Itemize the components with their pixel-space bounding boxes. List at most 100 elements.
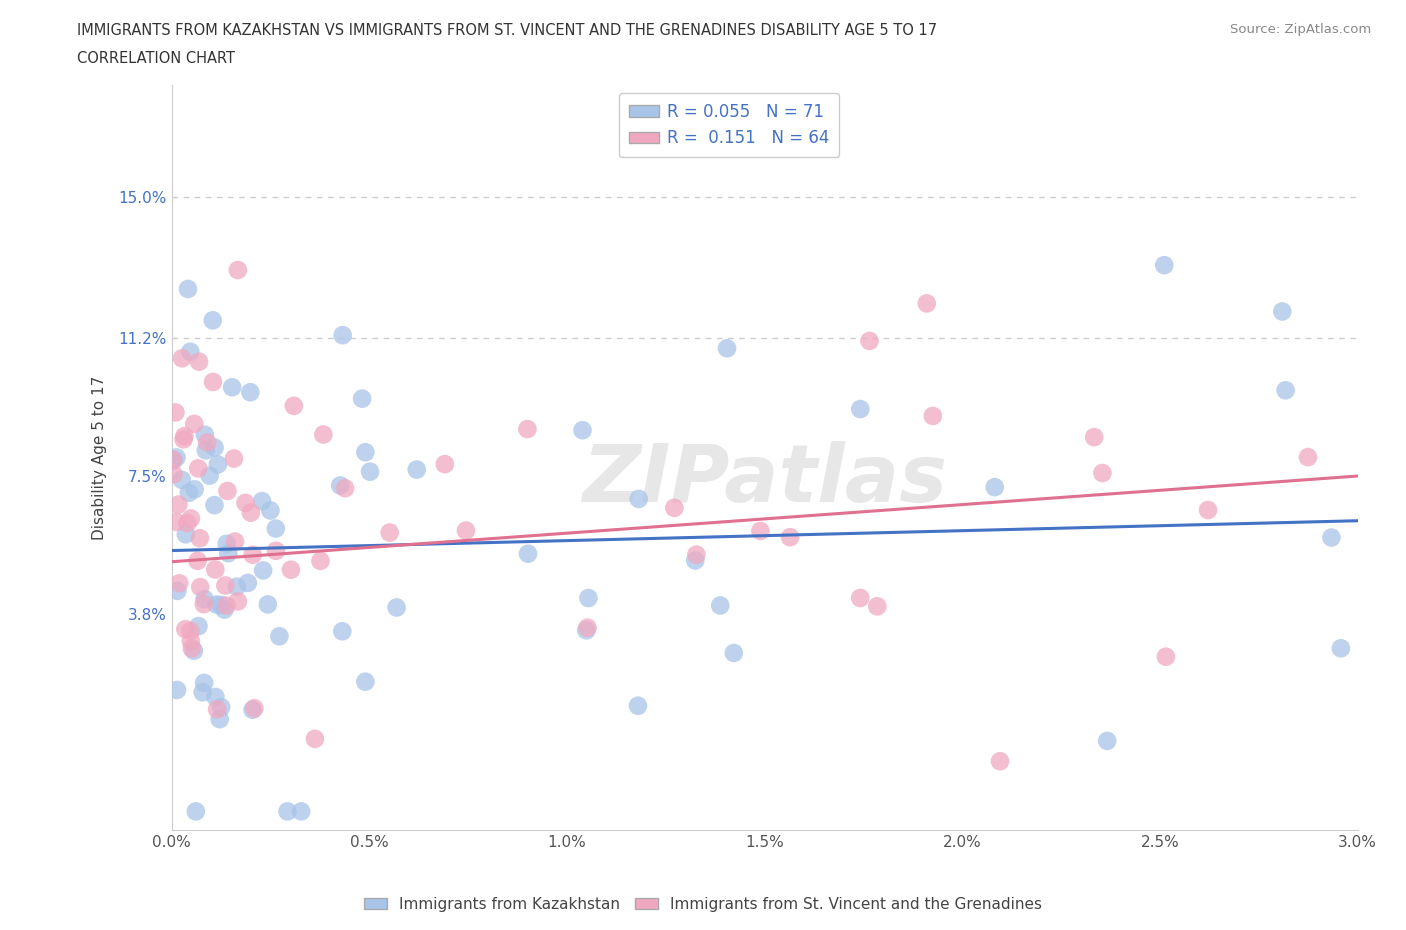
Legend: R = 0.055   N = 71, R =  0.151   N = 64: R = 0.055 N = 71, R = 0.151 N = 64 [619,93,839,157]
Point [170,472,193,487]
Point [264,543,287,558]
Point [259,503,281,518]
Point [183,417,205,432]
Point [170,351,193,365]
Point [167,498,190,512]
Point [217,546,239,561]
Point [198,468,221,483]
Point [264,521,287,536]
Point [304,731,326,746]
Point [176,515,198,530]
Point [332,327,354,342]
Point [165,514,187,529]
Point [269,629,291,644]
Point [454,524,477,538]
Point [214,578,236,593]
Point [277,804,299,818]
Point [188,579,211,594]
Point [215,598,238,613]
Point [226,594,249,609]
Point [433,457,456,472]
Point [235,496,257,511]
Point [1091,466,1114,481]
Point [354,674,377,689]
Point [204,689,226,704]
Point [405,462,427,477]
Point [330,624,353,639]
Point [201,375,224,390]
Point [204,498,226,512]
Point [221,379,243,394]
Point [385,600,408,615]
Point [166,450,188,465]
Point [187,618,209,633]
Point [177,485,200,500]
Point [664,500,686,515]
Point [685,553,707,568]
Point [201,312,224,327]
Point [290,804,312,818]
Point [205,702,228,717]
Text: ZIPatlas: ZIPatlas [582,441,948,519]
Point [866,599,889,614]
Point [709,598,731,613]
Point [174,622,197,637]
Point [983,480,1005,495]
Point [578,591,600,605]
Point [187,461,209,476]
Point [252,563,274,578]
Point [173,429,195,444]
Point [162,452,184,467]
Point [250,494,273,509]
Point [1274,383,1296,398]
Point [921,408,943,423]
Point [329,478,352,493]
Text: CORRELATION CHART: CORRELATION CHART [77,51,235,66]
Point [180,511,202,525]
Point [685,547,707,562]
Point [516,421,538,436]
Point [849,591,872,605]
Point [183,482,205,497]
Point [166,683,188,698]
Point [194,427,217,442]
Point [1083,430,1105,445]
Point [224,534,246,549]
Point [1197,502,1219,517]
Point [575,623,598,638]
Point [214,602,236,617]
Point [627,491,650,506]
Point [183,644,205,658]
Point [256,597,278,612]
Y-axis label: Disability Age 5 to 17: Disability Age 5 to 17 [93,376,107,539]
Point [242,702,264,717]
Point [352,392,374,406]
Point [723,645,745,660]
Point [236,576,259,591]
Point [222,451,245,466]
Point [191,684,214,699]
Point [283,398,305,413]
Point [188,354,211,369]
Point [209,699,232,714]
Point [242,547,264,562]
Point [180,633,202,648]
Point [165,405,187,419]
Point [1153,258,1175,272]
Point [180,641,202,656]
Point [162,453,184,468]
Point [179,344,201,359]
Point [215,537,238,551]
Point [849,402,872,417]
Point [217,484,239,498]
Point [239,385,262,400]
Point [1095,734,1118,749]
Point [749,524,772,538]
Point [194,443,217,458]
Point [354,445,377,459]
Point [184,804,207,818]
Point [193,597,215,612]
Point [193,675,215,690]
Point [312,427,335,442]
Point [179,624,201,639]
